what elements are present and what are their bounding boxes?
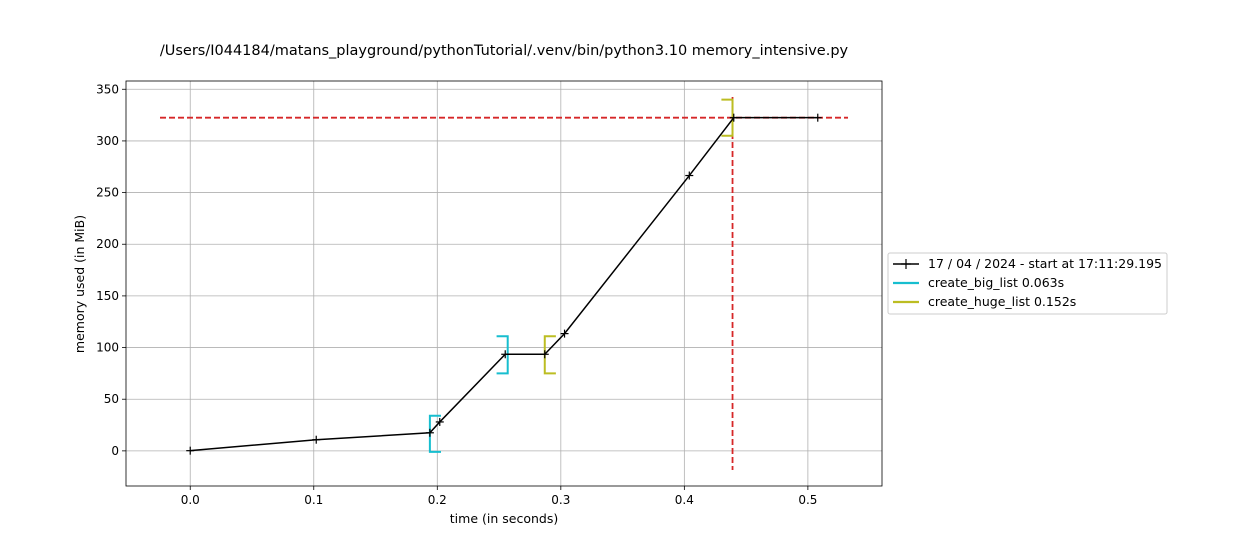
legend-label-create-huge-list: create_huge_list 0.152s	[928, 294, 1076, 309]
y-axis-label: memory used (in MiB)	[72, 215, 87, 353]
chart-title: /Users/I044184/matans_playground/pythonT…	[160, 43, 849, 59]
axis-ticks: 0.0 0.1 0.2 0.3 0.4 0.5 0 50 100 150 200 250 300 350	[96, 82, 817, 507]
series-line	[190, 116, 818, 452]
x-tick-label: 0.5	[798, 493, 817, 507]
data-point-marker	[186, 446, 195, 455]
legend-item-create-big-list: create_big_list 0.063s	[893, 275, 1064, 290]
series-layer	[186, 113, 822, 455]
data-point-marker	[540, 350, 549, 359]
y-tick-label: 150	[96, 289, 119, 303]
data-point-marker	[685, 171, 694, 180]
data-point-marker	[729, 113, 738, 122]
y-tick-label: 50	[104, 392, 119, 406]
legend-label-create-big-list: create_big_list 0.063s	[928, 275, 1064, 290]
x-axis-label: time (in seconds)	[450, 511, 558, 526]
data-point-marker	[560, 329, 569, 338]
peak-lines	[160, 97, 848, 470]
y-tick-label: 0	[111, 444, 119, 458]
x-tick-label: 0.2	[428, 493, 447, 507]
x-tick-label: 0.1	[304, 493, 323, 507]
data-point-marker	[425, 428, 434, 437]
data-point-marker	[501, 350, 510, 359]
y-tick-label: 350	[96, 82, 119, 96]
y-tick-label: 200	[96, 237, 119, 251]
x-tick-label: 0.4	[675, 493, 694, 507]
legend-item-create-huge-list: create_huge_list 0.152s	[893, 294, 1076, 309]
legend-label-main-series: 17 / 04 / 2024 - start at 17:11:29.195	[928, 256, 1162, 271]
plot-area-frame	[125, 80, 883, 487]
data-point-marker	[813, 113, 822, 122]
x-tick-label: 0.3	[551, 493, 570, 507]
data-point-marker	[435, 417, 444, 426]
x-tick-label: 0.0	[181, 493, 200, 507]
data-point-marker	[312, 435, 321, 444]
y-tick-label: 300	[96, 134, 119, 148]
legend-frame	[887, 252, 1168, 315]
y-tick-label: 100	[96, 341, 119, 355]
legend: 17 / 04 / 2024 - start at 17:11:29.195 c…	[887, 252, 1168, 315]
y-tick-label: 250	[96, 186, 119, 200]
legend-item-main-series: 17 / 04 / 2024 - start at 17:11:29.195	[893, 256, 1162, 271]
grid	[126, 81, 882, 486]
